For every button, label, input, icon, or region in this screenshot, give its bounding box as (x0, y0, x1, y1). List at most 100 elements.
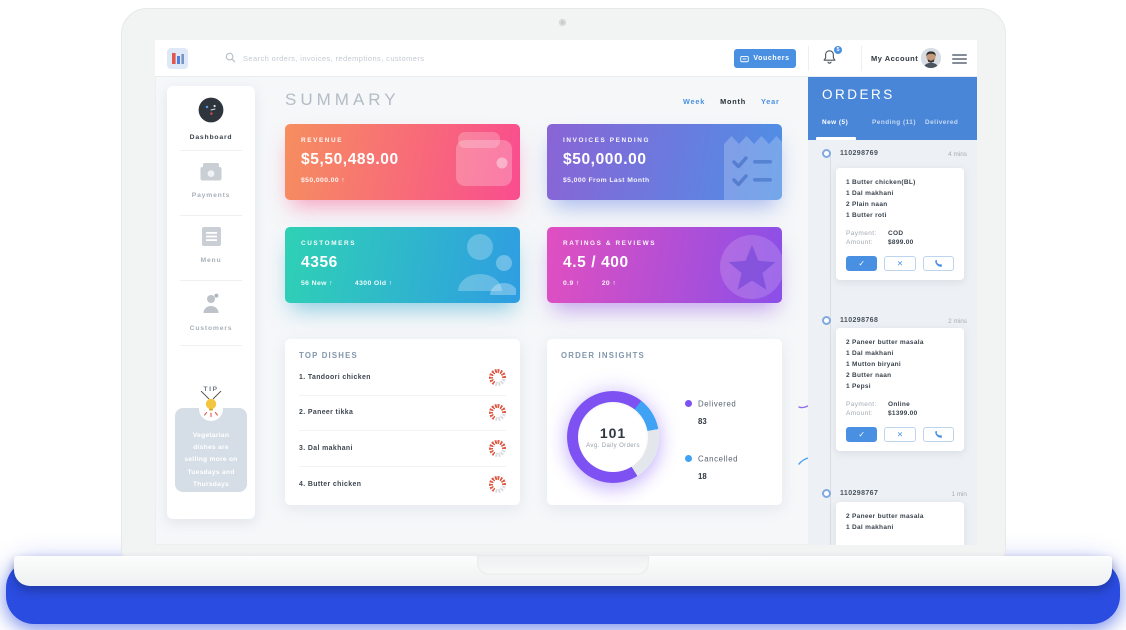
orders-tab-pending[interactable]: Pending (11) (872, 119, 916, 126)
sidebar-item-payments[interactable]: Payments (167, 151, 255, 215)
wallet-icon (456, 132, 512, 186)
logo-icon (172, 53, 184, 64)
call-customer-button[interactable] (922, 256, 954, 271)
cancelled-dot (685, 455, 692, 463)
tab-month[interactable]: Month (720, 97, 747, 106)
accept-order-button[interactable]: ✓ (846, 256, 878, 271)
order-actions: ✓ ✕ (846, 427, 954, 442)
order-header[interactable]: 110298768 2 mins (808, 315, 977, 327)
search-icon (225, 52, 236, 63)
my-account-label[interactable]: My Account (871, 54, 919, 63)
vouchers-button[interactable]: Vouchers (734, 49, 796, 68)
page-title: SUMMARY (285, 90, 400, 109)
sidebar-item-customers[interactable]: Customers (167, 281, 255, 345)
order-status-circle (822, 316, 831, 325)
payment-value: Online (888, 401, 911, 408)
cross-icon: ✕ (896, 430, 904, 439)
sidebar-item-dashboard[interactable]: Dashboard (167, 86, 255, 150)
legend-value: 83 (698, 417, 707, 426)
topbar-divider (861, 46, 862, 71)
order-header[interactable]: 110298767 1 min (808, 488, 977, 500)
webcam-dot (559, 19, 566, 26)
orders-title: ORDERS (822, 87, 895, 102)
laptop-base-notch (477, 556, 649, 575)
dashboard-screen: Vouchers 5 My Account (155, 40, 977, 545)
vouchers-label: Vouchers (753, 55, 790, 62)
burger-line (952, 54, 967, 56)
sidebar-divider (180, 215, 242, 216)
order-status-circle (822, 149, 831, 158)
laptop-base (14, 556, 1112, 586)
tab-year[interactable]: Year (761, 97, 780, 106)
legend-value: 18 (698, 472, 707, 481)
sidebar-divider (180, 345, 242, 346)
phone-icon (935, 260, 942, 267)
dish-gauge-icon (489, 475, 506, 493)
dish-gauge-icon (489, 368, 506, 386)
topbar-divider (808, 46, 809, 71)
accept-order-button[interactable]: ✓ (846, 427, 878, 442)
sidebar-label: Menu (200, 257, 222, 264)
legend-name: Cancelled (698, 454, 739, 464)
period-tabs: Week Month Year (683, 97, 783, 106)
dish-name: 1. Tandoori chicken (299, 373, 371, 381)
orders-tab-new[interactable]: New (5) (822, 119, 849, 126)
people-icon (458, 234, 516, 295)
tip-text: Vegetarian dishes are selling more on Tu… (184, 432, 238, 488)
active-tab-underline (816, 137, 856, 140)
notification-badge: 5 (833, 45, 843, 55)
phone-icon (935, 431, 942, 438)
top-bar: Vouchers 5 My Account (155, 40, 977, 77)
card-stat: 0.9 ↑ (563, 280, 580, 287)
app-logo[interactable] (167, 48, 188, 69)
order-header[interactable]: 110298769 4 mins (808, 148, 977, 160)
card-label: RATINGS & REVIEWS (563, 240, 657, 247)
legend-delivered: Delivered 83 (685, 395, 834, 426)
menu-toggle[interactable] (952, 54, 967, 67)
avatar[interactable] (921, 48, 941, 68)
card-value: $50,000.00 (563, 151, 647, 168)
card-stat: 20 ↑ (601, 280, 617, 287)
dish-row: 4. Butter chicken (299, 467, 506, 503)
sidebar-item-menu[interactable]: Menu (167, 216, 255, 280)
card-stat: $50,000.00 ↑ (301, 177, 346, 184)
check-icon: ✓ (858, 430, 866, 439)
decline-order-button[interactable]: ✕ (884, 427, 916, 442)
payment-value: COD (888, 230, 904, 237)
dish-row: 2. Paneer tikka (299, 396, 506, 431)
menu-list-icon (201, 227, 221, 246)
legend-name: Delivered (698, 399, 737, 409)
star-icon (720, 235, 782, 299)
order-insights-title: ORDER INSIGHTS (561, 351, 645, 360)
order-insights-card: ORDER INSIGHTS 101 Avg. Daily Orders Del… (547, 339, 834, 505)
sidebar-label: Payments (191, 192, 231, 199)
decline-order-button[interactable]: ✕ (884, 256, 916, 271)
dish-gauge-icon (489, 404, 506, 422)
cross-icon: ✕ (896, 259, 904, 268)
tip-card: Vegetarian dishes are selling more on Tu… (175, 391, 247, 492)
order-item: 1 Butter chicken(BL) (846, 179, 916, 186)
call-customer-button[interactable] (922, 427, 954, 442)
card-label: REVENUE (301, 137, 344, 144)
orders-panel: ORDERS New (5) Pending (11) Delivered 11… (808, 77, 977, 545)
orders-tab-delivered[interactable]: Delivered (925, 119, 959, 126)
sidebar-label: Dashboard (189, 134, 233, 141)
payment-label: Payment: (846, 230, 877, 237)
top-dishes-card: TOP DISHES 1. Tandoori chicken 2. Paneer… (285, 339, 520, 505)
dish-row: 1. Tandoori chicken (299, 360, 506, 396)
notifications-button[interactable]: 5 (821, 45, 845, 70)
sidebar-label: Customers (189, 325, 233, 332)
search-input[interactable] (243, 49, 533, 67)
top-dishes-title: TOP DISHES (299, 351, 358, 360)
dashboard-icon (198, 97, 224, 123)
dish-name: 3. Dal makhani (299, 444, 353, 452)
tab-week[interactable]: Week (683, 97, 706, 106)
amount-value: $899.00 (888, 239, 914, 246)
order-status-circle (822, 489, 831, 498)
dish-gauge-icon (489, 439, 506, 457)
donut-ring: 101 Avg. Daily Orders (567, 391, 659, 483)
invoices-pending-card: INVOICES PENDING $50,000.00 $5,000 From … (547, 124, 782, 200)
order-item: 1 Dal makhani (846, 350, 894, 357)
order-id: 110298767 (840, 490, 879, 497)
